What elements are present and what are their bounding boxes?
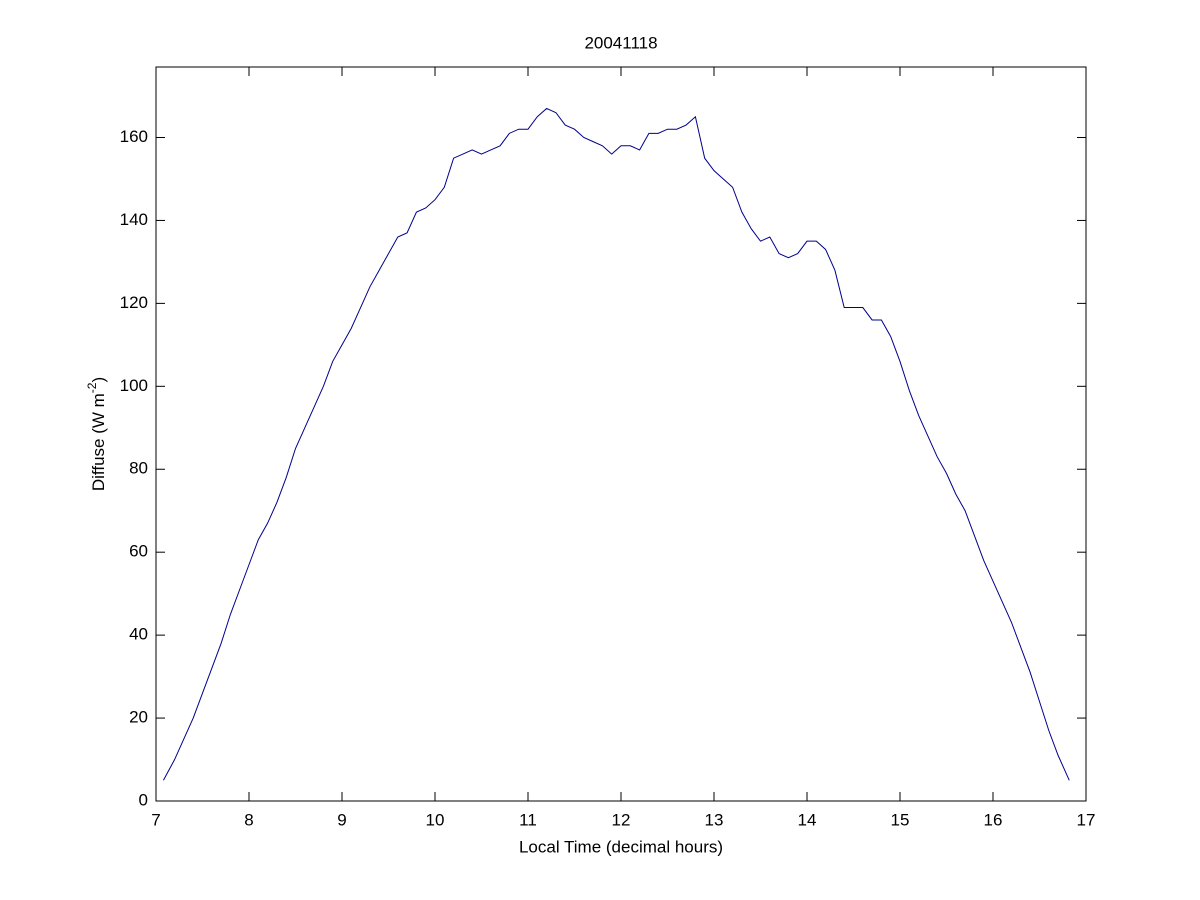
x-tick-label: 8 [244, 810, 253, 829]
y-axis-label-text: Diffuse (W m [89, 393, 108, 491]
x-tick-label: 10 [426, 810, 445, 829]
x-tick-label: 17 [1077, 810, 1096, 829]
y-tick-label: 80 [129, 459, 148, 478]
x-tick-label: 14 [798, 810, 817, 829]
x-tick-label: 7 [151, 810, 160, 829]
y-tick-label: 20 [129, 708, 148, 727]
y-tick-label: 60 [129, 542, 148, 561]
x-tick-label: 16 [984, 810, 1003, 829]
chart-title: 20041118 [584, 33, 657, 52]
y-tick-label: 40 [129, 625, 148, 644]
y-tick-label: 160 [120, 127, 148, 146]
y-axis-label-suffix: ) [89, 377, 108, 383]
y-axis-label-superscript: -2 [85, 382, 99, 393]
y-tick-label: 100 [120, 376, 148, 395]
x-tick-label: 9 [337, 810, 346, 829]
x-tick-label: 12 [612, 810, 631, 829]
y-axis-label: Diffuse (W m-2) [85, 377, 108, 491]
y-tick-label: 0 [139, 790, 148, 809]
y-tick-label: 140 [120, 210, 148, 229]
y-tick-label: 120 [120, 293, 148, 312]
data-line [162, 107, 1070, 781]
x-tick-label: 11 [519, 810, 537, 829]
x-axis-label: Local Time (decimal hours) [519, 837, 723, 856]
x-tick-label: 15 [891, 810, 910, 829]
x-tick-label: 13 [705, 810, 724, 829]
